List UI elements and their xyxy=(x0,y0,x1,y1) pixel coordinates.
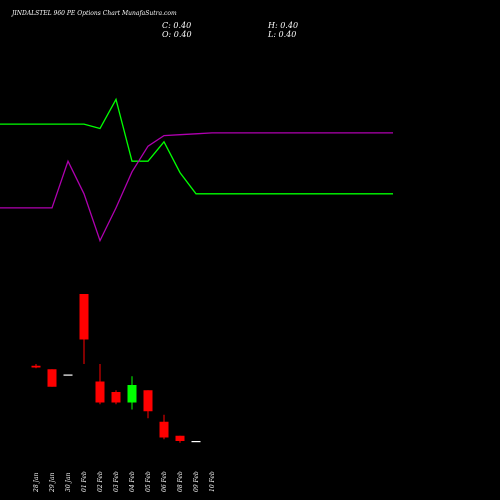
x-tick-label: 10 Feb xyxy=(209,471,216,492)
candle-body xyxy=(95,381,105,403)
candle-body xyxy=(63,374,73,376)
candle-body xyxy=(79,294,89,340)
x-tick-label: 28 Jan xyxy=(33,472,40,493)
high-value: H: 0.40 xyxy=(268,21,299,30)
candle-body xyxy=(159,421,169,438)
candle xyxy=(111,390,121,405)
x-tick-label: 03 Feb xyxy=(113,471,120,492)
x-tick-label: 02 Feb xyxy=(97,471,104,492)
purple-indicator-line xyxy=(0,132,393,243)
candle xyxy=(191,441,201,443)
candle xyxy=(63,374,73,376)
candle-body xyxy=(191,441,201,443)
candle xyxy=(127,376,137,410)
open-value: O: 0.40 xyxy=(162,30,192,39)
green-indicator-line xyxy=(0,97,393,195)
x-tick-label: 30 Jan xyxy=(65,472,72,492)
candles xyxy=(31,294,201,443)
candle-body xyxy=(127,385,137,403)
candle-body xyxy=(143,390,153,412)
chart-title: JINDALSTEL 960 PE Options Chart MunafaSu… xyxy=(12,10,177,17)
x-tick-label: 08 Feb xyxy=(177,471,184,492)
x-tick-label: 05 Feb xyxy=(145,471,152,492)
x-tick-label: 04 Feb xyxy=(129,471,136,492)
x-tick-label: 01 Feb xyxy=(81,471,88,492)
indicator-lines xyxy=(0,97,393,243)
x-axis-labels: 28 Jan 29 Jan 30 Jan 01 Feb 02 Feb 03 Feb 04 F… xyxy=(33,471,216,493)
candle xyxy=(175,435,185,443)
candle xyxy=(31,364,41,369)
x-tick-label: 09 Feb xyxy=(193,471,200,492)
candle-body xyxy=(31,365,41,368)
candle xyxy=(95,364,105,405)
x-tick-label: 06 Feb xyxy=(161,471,168,492)
candle-body xyxy=(111,392,121,403)
candle-body xyxy=(47,369,57,387)
candle xyxy=(159,414,169,440)
low-value: L: 0.40 xyxy=(268,30,297,39)
x-tick-label: 29 Jan xyxy=(49,472,56,493)
candle-body xyxy=(175,435,185,441)
candle xyxy=(79,294,89,364)
candle xyxy=(47,369,57,387)
close-value: C: 0.40 xyxy=(162,21,192,30)
candle xyxy=(143,390,153,419)
